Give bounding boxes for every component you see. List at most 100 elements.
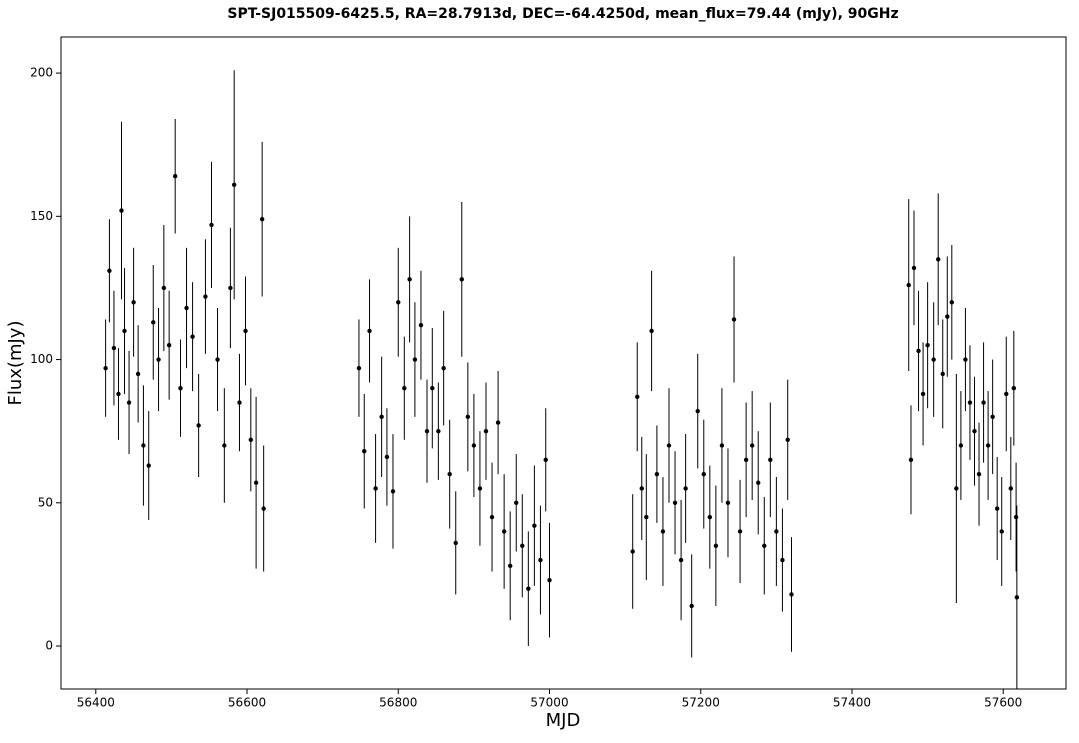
data-point <box>441 365 446 371</box>
data-point <box>1004 391 1009 397</box>
data-point <box>501 529 507 534</box>
data-point <box>190 334 195 339</box>
data-point <box>407 277 412 282</box>
data-point <box>215 357 220 362</box>
y-axis-label: Flux(mJy) <box>5 321 26 406</box>
data-point <box>731 317 737 322</box>
data-point <box>789 592 794 597</box>
data-point <box>954 486 959 491</box>
plot-frame <box>60 36 1067 690</box>
data-point <box>367 328 372 334</box>
data-point <box>161 285 167 291</box>
data-point <box>209 222 214 228</box>
data-point <box>785 437 790 442</box>
data-point <box>737 529 743 534</box>
data-point <box>447 471 452 477</box>
data-point <box>453 540 458 546</box>
data-point <box>538 557 543 563</box>
data-point <box>945 314 950 319</box>
data-point <box>958 443 964 448</box>
data-point <box>666 443 672 448</box>
data-point <box>967 400 973 405</box>
data-point <box>689 603 694 609</box>
data-point <box>390 489 396 494</box>
data-point <box>507 563 513 569</box>
data-point <box>774 529 779 534</box>
data-point <box>756 480 761 485</box>
y-tick-label: 50 <box>38 495 53 509</box>
data-point <box>261 506 266 511</box>
data-point <box>248 437 254 442</box>
data-point <box>253 480 259 485</box>
data-point <box>373 486 378 491</box>
data-point <box>483 428 489 434</box>
y-tick-label: 150 <box>30 209 53 223</box>
data-point <box>131 300 136 305</box>
data-point <box>520 543 525 548</box>
data-point <box>424 428 430 434</box>
data-point <box>925 343 930 348</box>
x-tick-label: 56400 <box>77 696 115 710</box>
data-point <box>184 305 189 311</box>
y-tick-label: 200 <box>30 66 53 80</box>
data-point <box>141 443 146 448</box>
data-point <box>156 357 161 362</box>
x-tick-label: 56600 <box>228 696 266 710</box>
data-point <box>713 543 719 548</box>
data-point <box>356 365 362 371</box>
data-point <box>976 471 982 477</box>
data-point <box>639 486 644 491</box>
data-point <box>203 294 208 299</box>
data-point <box>146 463 151 468</box>
data-point <box>768 457 773 463</box>
data-point <box>701 471 706 477</box>
data-point <box>430 386 435 391</box>
data-point <box>999 529 1004 534</box>
data-point <box>1011 386 1017 391</box>
data-point <box>412 357 418 362</box>
x-tick-label: 57000 <box>530 696 568 710</box>
data-point <box>237 400 242 405</box>
data-point <box>1014 595 1020 600</box>
data-point <box>972 428 977 434</box>
data-point <box>981 400 986 405</box>
data-point <box>526 586 531 591</box>
data-point <box>762 543 767 548</box>
data-point <box>654 471 660 477</box>
data-point <box>940 371 945 377</box>
data-point <box>362 449 367 454</box>
data-point <box>172 174 178 179</box>
chart-title: SPT-SJ015509-6425.5, RA=28.7913d, DEC=-6… <box>227 6 898 22</box>
data-point <box>963 357 968 362</box>
data-point <box>990 414 995 420</box>
data-point <box>660 529 666 534</box>
data-point <box>543 457 548 463</box>
data-point <box>683 486 688 491</box>
data-point <box>678 557 684 563</box>
data-point <box>243 328 248 334</box>
data-point <box>672 500 678 505</box>
x-tick-label: 57200 <box>682 696 720 710</box>
data-point <box>471 443 477 448</box>
data-point <box>547 577 552 583</box>
data-point <box>749 443 755 448</box>
data-point <box>402 386 407 391</box>
data-point <box>916 348 921 354</box>
data-point <box>122 328 127 334</box>
data-point <box>396 300 401 305</box>
y-tick-label: 0 <box>45 639 53 653</box>
data-point <box>459 277 464 282</box>
data-point <box>489 514 495 520</box>
x-tick-label: 57600 <box>984 696 1022 710</box>
data-point <box>514 500 519 505</box>
data-point <box>119 208 124 213</box>
data-point <box>107 268 112 273</box>
data-point <box>649 328 654 334</box>
data-point <box>228 285 233 291</box>
data-point <box>906 282 911 288</box>
data-point <box>743 457 749 463</box>
data-point <box>196 423 201 428</box>
data-point <box>178 386 183 391</box>
data-point <box>477 486 483 491</box>
